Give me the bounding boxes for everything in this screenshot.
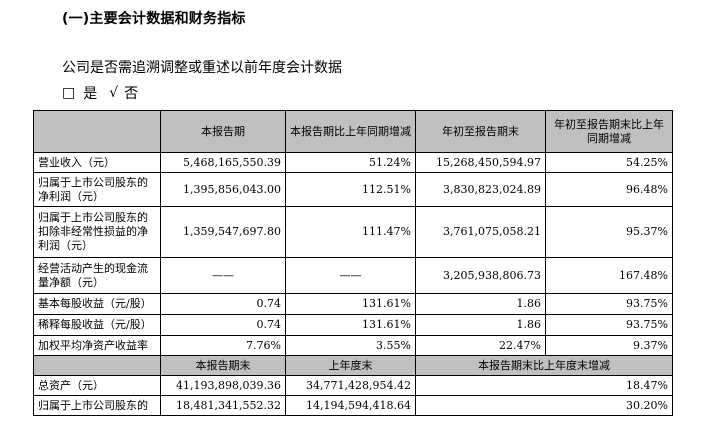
row-label: 总资产（元） bbox=[33, 375, 161, 396]
section-title: (一)主要会计数据和财务指标 bbox=[62, 11, 246, 27]
table-row: 稀释每股收益（元/股） 0.74 131.61% 1.86 93.75% bbox=[33, 314, 673, 336]
table-row: 总资产（元） 41,193,898,039.36 34,771,428,954.… bbox=[33, 375, 673, 396]
value-cell: 1.86 bbox=[415, 293, 546, 315]
row-label: 归属于上市公司股东的 bbox=[33, 395, 161, 416]
value-cell: 111.47% bbox=[285, 206, 416, 258]
header-cell: 本报告期 bbox=[160, 110, 286, 153]
value-cell: 34,771,428,954.42 bbox=[285, 375, 416, 396]
value-cell: 95.37% bbox=[545, 206, 673, 258]
value-cell: 96.48% bbox=[545, 172, 673, 207]
row-label: 归属于上市公司股东的扣除非经常性损益的净利润（元） bbox=[33, 206, 161, 258]
value-cell: 51.24% bbox=[285, 152, 416, 173]
value-cell: 0.74 bbox=[160, 293, 286, 315]
header-cell bbox=[33, 110, 161, 153]
value-cell: 93.75% bbox=[545, 314, 673, 336]
checkmark-icon: √ bbox=[109, 85, 119, 101]
header-cell: 年初至报告期末 bbox=[415, 110, 546, 153]
value-cell: 131.61% bbox=[285, 293, 416, 315]
answer-no-label: 否 bbox=[124, 86, 139, 102]
value-cell: 18,481,341,552.32 bbox=[160, 395, 286, 416]
value-cell: 5,468,165,550.39 bbox=[160, 152, 286, 173]
row-label: 归属于上市公司股东的净利润（元） bbox=[33, 172, 161, 207]
value-cell: 41,193,898,039.36 bbox=[160, 375, 286, 396]
table-row: 经营活动产生的现金流量净额（元） —— —— 3,205,938,806.73 … bbox=[33, 257, 673, 294]
table-row: 归属于上市公司股东的扣除非经常性损益的净利润（元） 1,359,547,697.… bbox=[33, 206, 673, 258]
value-cell: —— bbox=[285, 257, 416, 294]
value-cell: 131.61% bbox=[285, 314, 416, 336]
header-cell: 本报告期末 bbox=[160, 355, 286, 376]
value-cell: 93.75% bbox=[545, 293, 673, 315]
value-cell: 7.76% bbox=[160, 335, 286, 356]
row-label: 经营活动产生的现金流量净额（元） bbox=[33, 257, 161, 294]
table-row: 归属于上市公司股东的 18,481,341,552.32 14,194,594,… bbox=[33, 395, 673, 416]
value-cell: —— bbox=[160, 257, 286, 294]
row-label: 加权平均净资产收益率 bbox=[33, 335, 161, 356]
value-cell: 30.20% bbox=[415, 395, 673, 416]
value-cell: 22.47% bbox=[415, 335, 546, 356]
value-cell: 15,268,450,594.97 bbox=[415, 152, 546, 173]
header-cell: 年初至报告期末比上年同期增减 bbox=[545, 110, 673, 153]
value-cell: 167.48% bbox=[545, 257, 673, 294]
table-header-row: 本报告期 本报告期比上年同期增减 年初至报告期末 年初至报告期末比上年同期增减 bbox=[33, 110, 673, 153]
checkbox-icon: □ bbox=[62, 85, 76, 101]
value-cell: 1.86 bbox=[415, 314, 546, 336]
value-cell: 0.74 bbox=[160, 314, 286, 336]
value-cell: 3,830,823,024.89 bbox=[415, 172, 546, 207]
value-cell: 3,761,075,058.21 bbox=[415, 206, 546, 258]
row-label: 营业收入（元） bbox=[33, 152, 161, 173]
row-label: 基本每股收益（元/股） bbox=[33, 293, 161, 315]
value-cell: 3.55% bbox=[285, 335, 416, 356]
value-cell: 1,395,856,043.00 bbox=[160, 172, 286, 207]
value-cell: 3,205,938,806.73 bbox=[415, 257, 546, 294]
value-cell: 18.47% bbox=[415, 375, 673, 396]
value-cell: 112.51% bbox=[285, 172, 416, 207]
value-cell: 14,194,594,418.64 bbox=[285, 395, 416, 416]
table-row: 营业收入（元） 5,468,165,550.39 51.24% 15,268,4… bbox=[33, 152, 673, 173]
table-row: 加权平均净资产收益率 7.76% 3.55% 22.47% 9.37% bbox=[33, 335, 673, 356]
table-row: 归属于上市公司股东的净利润（元） 1,395,856,043.00 112.51… bbox=[33, 172, 673, 207]
header-cell bbox=[33, 355, 161, 376]
restatement-question: 公司是否需追溯调整或重述以前年度会计数据 bbox=[62, 60, 342, 76]
value-cell: 9.37% bbox=[545, 335, 673, 356]
value-cell: 54.25% bbox=[545, 152, 673, 173]
value-cell: 1,359,547,697.80 bbox=[160, 206, 286, 258]
header-cell: 上年度末 bbox=[285, 355, 416, 376]
restatement-answer: □ 是 √ 否 bbox=[62, 83, 138, 103]
answer-yes-label: 是 bbox=[83, 86, 98, 102]
header-cell: 本报告期比上年同期增减 bbox=[285, 110, 416, 153]
row-label: 稀释每股收益（元/股） bbox=[33, 314, 161, 336]
key-financial-data-table: 本报告期 本报告期比上年同期增减 年初至报告期末 年初至报告期末比上年同期增减 … bbox=[33, 110, 673, 416]
table-header-row: 本报告期末 上年度末 本报告期末比上年度末增减 bbox=[33, 355, 673, 376]
table-row: 基本每股收益（元/股） 0.74 131.61% 1.86 93.75% bbox=[33, 293, 673, 315]
header-cell: 本报告期末比上年度末增减 bbox=[415, 355, 673, 376]
